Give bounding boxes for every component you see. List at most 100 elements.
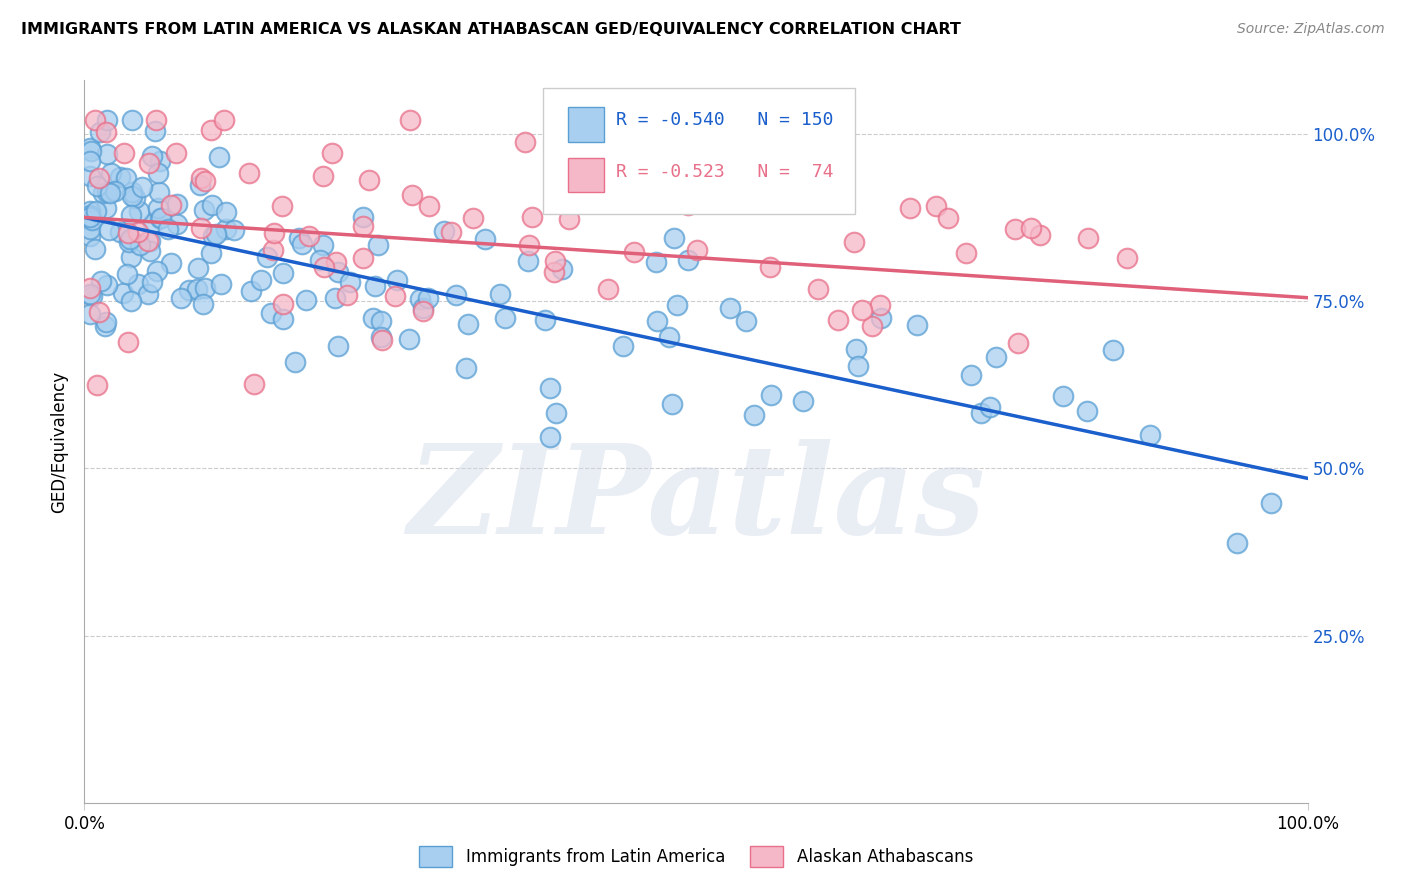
Point [1260, 496, 1282, 510]
Point [201, 229, 224, 244]
Point [80, 289, 103, 303]
Point [112, 286, 135, 301]
Point [520, 211, 543, 225]
Point [141, 276, 163, 290]
Point [166, 217, 188, 231]
Point [807, 282, 830, 296]
Point [263, 226, 285, 240]
Point [239, 284, 262, 298]
Point [124, 191, 146, 205]
Point [138, 156, 160, 170]
Point [298, 229, 321, 244]
Point [165, 146, 187, 161]
Point [120, 294, 142, 309]
Point [398, 113, 420, 128]
Point [139, 244, 162, 259]
Point [160, 198, 183, 212]
Point [645, 255, 668, 269]
Point [94, 125, 117, 139]
Point [200, 245, 222, 260]
Point [291, 237, 314, 252]
Point [312, 169, 335, 183]
Point [79, 144, 101, 158]
Point [364, 278, 387, 293]
Point [159, 256, 181, 270]
Text: R = -0.523   N =  74: R = -0.523 N = 74 [616, 163, 834, 181]
Point [842, 235, 865, 249]
Point [94, 315, 117, 329]
Point [1116, 252, 1139, 266]
Point [112, 146, 135, 161]
Point [208, 151, 231, 165]
Point [734, 313, 756, 327]
Point [271, 266, 294, 280]
Point [205, 227, 228, 241]
Point [323, 291, 346, 305]
FancyBboxPatch shape [543, 87, 855, 214]
Point [661, 396, 683, 410]
Point [97, 223, 120, 237]
Point [115, 267, 138, 281]
Point [636, 132, 658, 146]
Point [79, 307, 101, 321]
Point [250, 273, 273, 287]
Point [1226, 536, 1249, 550]
Point [456, 360, 478, 375]
Point [905, 318, 928, 333]
Point [209, 277, 232, 291]
Text: Source: ZipAtlas.com: Source: ZipAtlas.com [1237, 22, 1385, 37]
Point [139, 234, 162, 248]
Point [339, 275, 361, 289]
Point [558, 212, 581, 227]
Point [96, 113, 118, 128]
Point [193, 297, 215, 311]
Point [385, 273, 408, 287]
Point [128, 204, 150, 219]
Point [955, 245, 977, 260]
Point [1077, 231, 1099, 245]
Point [352, 251, 374, 265]
Point [127, 225, 149, 239]
Point [613, 176, 636, 190]
Point [117, 226, 139, 240]
Point [792, 394, 814, 409]
Point [433, 224, 456, 238]
Point [194, 281, 217, 295]
Point [79, 203, 101, 218]
Point [979, 400, 1001, 414]
Point [96, 278, 118, 293]
Point [925, 199, 948, 213]
Point [170, 291, 193, 305]
Point [108, 225, 131, 239]
Point [149, 153, 172, 168]
Point [1007, 335, 1029, 350]
Point [551, 261, 574, 276]
Point [367, 237, 389, 252]
Point [83, 242, 105, 256]
Point [148, 186, 170, 200]
Point [136, 234, 159, 248]
Point [662, 231, 685, 245]
Point [84, 203, 107, 218]
Point [145, 124, 167, 138]
Point [288, 231, 311, 245]
Point [141, 149, 163, 163]
Point [412, 304, 434, 318]
Point [87, 170, 110, 185]
Point [612, 339, 634, 353]
Point [960, 368, 983, 382]
Point [284, 355, 307, 369]
Point [118, 232, 141, 246]
Point [544, 406, 567, 420]
Point [538, 430, 561, 444]
Point [312, 237, 335, 252]
Point [461, 211, 484, 225]
Point [271, 311, 294, 326]
Point [534, 312, 557, 326]
Point [651, 169, 673, 184]
Point [121, 189, 143, 203]
Point [194, 174, 217, 188]
Point [409, 292, 432, 306]
Point [446, 287, 468, 301]
Point [82, 213, 104, 227]
